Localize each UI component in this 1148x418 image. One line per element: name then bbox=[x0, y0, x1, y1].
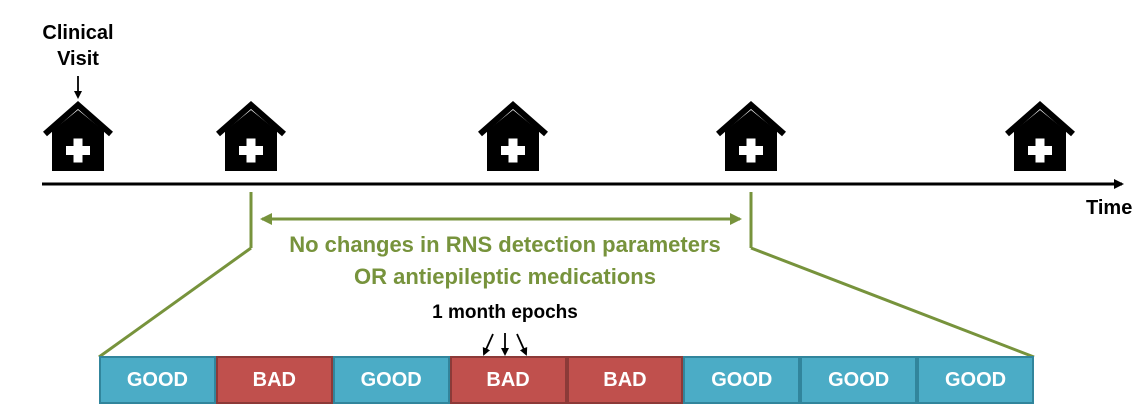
epoch-block-bad: BAD bbox=[449, 356, 567, 404]
epoch-block-good: GOOD bbox=[683, 356, 801, 404]
zoom-line-right bbox=[750, 246, 1035, 359]
epoch-block-good: GOOD bbox=[99, 356, 216, 404]
clinical-visit-label: Clinical Visit bbox=[28, 20, 128, 72]
hospital-icon bbox=[1007, 105, 1073, 171]
epoch-pointer-arrow-left bbox=[482, 333, 494, 356]
clinical-visit-label-line2: Visit bbox=[57, 48, 99, 70]
hospital-icon bbox=[45, 105, 111, 171]
range-text-line2: OR antiepileptic medications bbox=[354, 264, 656, 289]
clinical-visit-label-line1: Clinical bbox=[42, 22, 114, 44]
range-text-line1: No changes in RNS detection parameters bbox=[289, 232, 721, 257]
zoom-line-left bbox=[98, 246, 252, 359]
epoch-block-bad: BAD bbox=[566, 356, 684, 404]
hospital-icon bbox=[718, 105, 784, 171]
time-axis-label: Time bbox=[1086, 197, 1133, 219]
hospital-icon bbox=[480, 105, 546, 171]
epoch-block-good: GOOD bbox=[800, 356, 918, 404]
epoch-block-bad: BAD bbox=[215, 356, 333, 404]
epoch-block-good: GOOD bbox=[917, 356, 1034, 404]
epoch-row: GOOD BAD GOOD BAD BAD GOOD GOOD GOOD bbox=[99, 356, 1034, 404]
hospital-icon bbox=[218, 105, 284, 171]
epoch-label: 1 month epochs bbox=[432, 302, 578, 323]
epoch-block-good: GOOD bbox=[332, 356, 450, 404]
epoch-pointer-arrow-right bbox=[516, 333, 528, 356]
